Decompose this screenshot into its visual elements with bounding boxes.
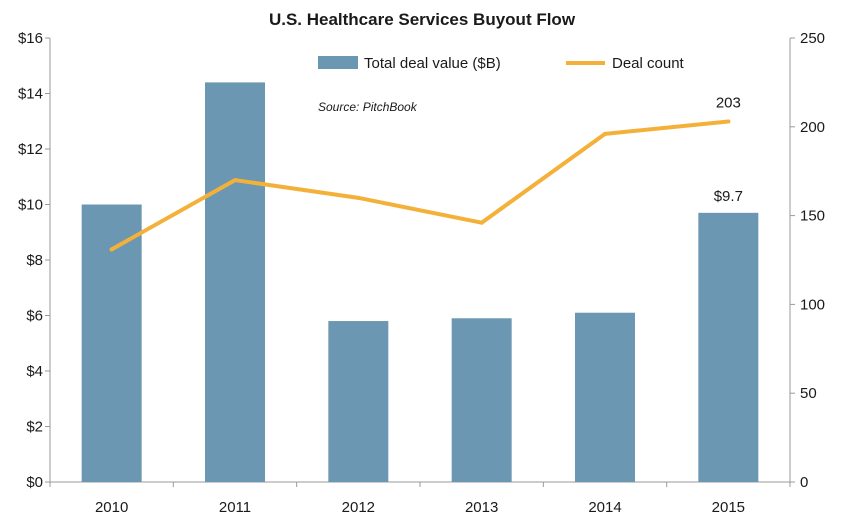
- source-annotation: Source: PitchBook: [318, 100, 418, 114]
- x-tick-label: 2015: [712, 499, 745, 516]
- y-left-tick-label: $4: [26, 363, 43, 380]
- line-point: [109, 247, 114, 252]
- bar-series: [81, 82, 759, 483]
- x-tick-label: 2013: [465, 499, 498, 516]
- y-left-tick-label: $6: [26, 308, 43, 325]
- y-right-tick-label: 150: [800, 208, 825, 225]
- y-left-tick-label: $8: [26, 252, 43, 269]
- chart-title: U.S. Healthcare Services Buyout Flow: [269, 10, 576, 29]
- line-point: [603, 131, 607, 136]
- x-tick-label: 2011: [219, 499, 251, 516]
- bar: [328, 321, 389, 482]
- x-tick-label: 2012: [342, 499, 375, 516]
- data-label: $9.7: [714, 188, 743, 205]
- y-left-tick-label: $2: [26, 419, 43, 436]
- y-left-tick-label: $14: [18, 86, 43, 103]
- y-right-tick-label: 200: [800, 119, 825, 136]
- x-tick-label: 2014: [588, 499, 621, 516]
- bar: [205, 82, 265, 483]
- x-tick-label: 2010: [95, 499, 128, 516]
- bar: [575, 312, 635, 482]
- line-point: [233, 178, 237, 183]
- line-series: [109, 119, 731, 252]
- legend-swatch-bar: [318, 56, 358, 69]
- legend-label: Deal count: [612, 55, 685, 72]
- y-right-tick-label: 250: [800, 30, 825, 47]
- deal-count-line: [109, 119, 731, 252]
- line-point: [356, 195, 361, 200]
- y-left-tick-label: $10: [18, 197, 43, 214]
- y-right-tick-label: 100: [800, 296, 825, 313]
- legend-label: Total deal value ($B): [364, 55, 501, 72]
- bar: [81, 204, 142, 482]
- y-left-tick-label: $12: [18, 141, 43, 158]
- line-point: [726, 119, 731, 124]
- y-left-tick-label: $0: [26, 474, 43, 491]
- bar: [451, 318, 512, 482]
- bar: [698, 212, 759, 482]
- data-label: 203: [716, 94, 741, 111]
- data-labels: $9.7 203: [714, 94, 743, 204]
- y-left-tick-label: $16: [18, 30, 43, 47]
- line-point: [479, 220, 484, 225]
- y-right-tick-label: 0: [800, 474, 808, 491]
- y-right-tick-label: 50: [800, 385, 817, 402]
- axes: $0 $2 $4 $6 $8 $10 $12 $14 $16 0 50 100 150 200 250 201…: [18, 30, 825, 516]
- legend: Total deal value ($B) Deal count: [318, 55, 685, 72]
